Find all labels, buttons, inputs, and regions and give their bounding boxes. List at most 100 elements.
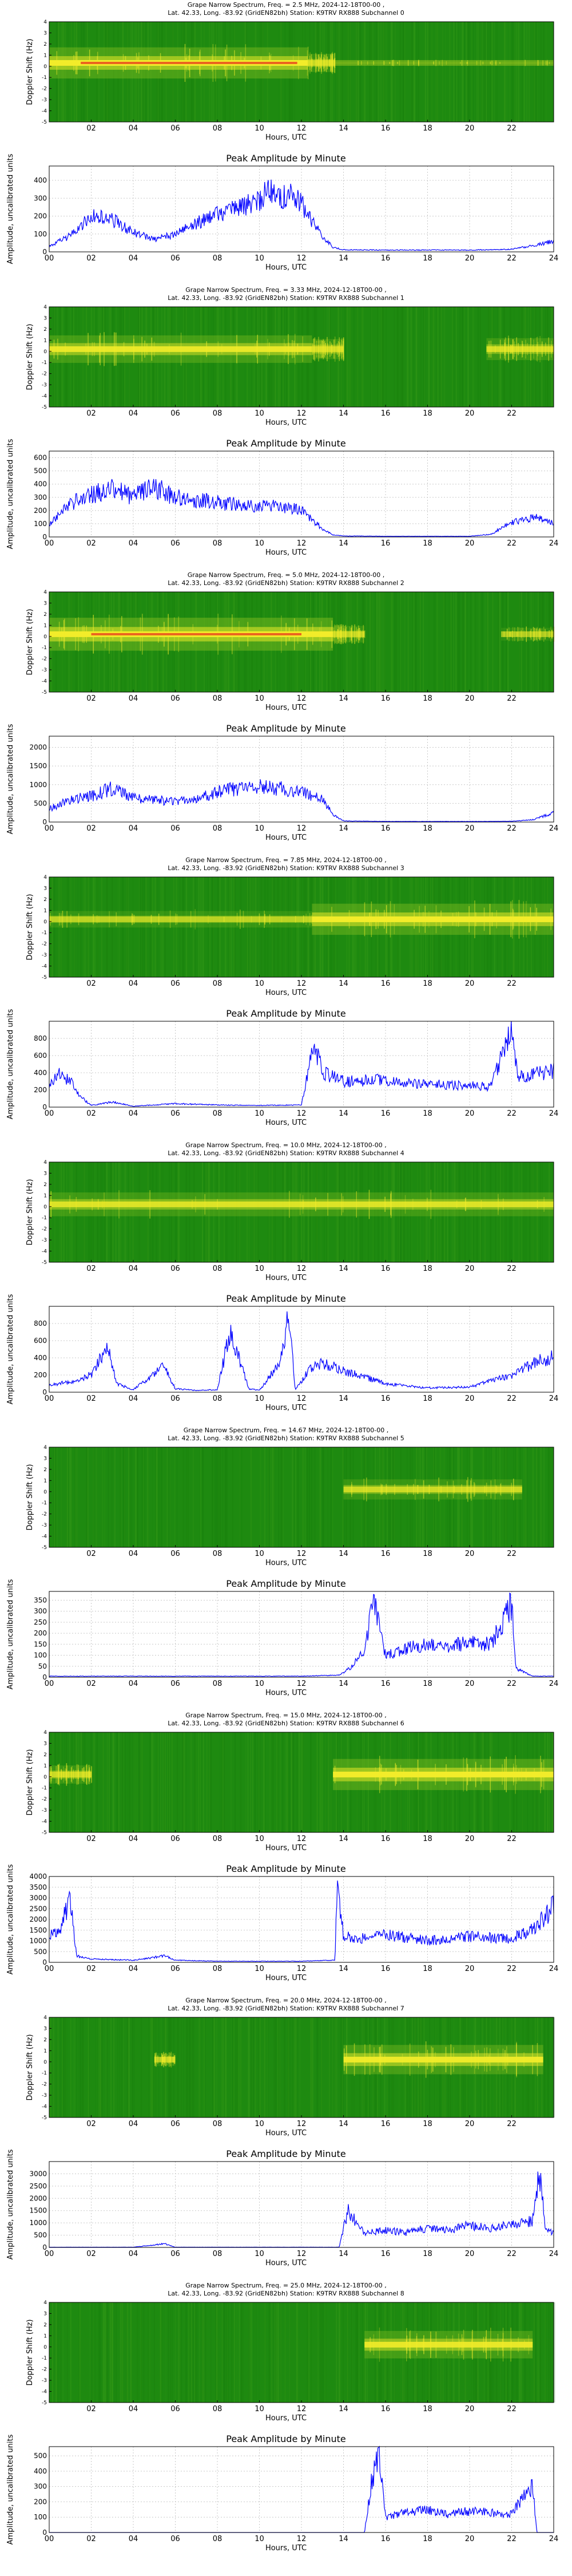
- spectrum-streak: [365, 2017, 367, 2117]
- spectrum-streak: [67, 307, 68, 407]
- spectrum-streak: [218, 1447, 220, 1547]
- spectrum-xtick-label: 04: [129, 1265, 138, 1273]
- spectrum-xtick-label: 22: [507, 1550, 517, 1558]
- spectrum-band-spike: [453, 2047, 454, 2072]
- spectrum-band-spike: [374, 2047, 375, 2072]
- spectrum-ytick-label: 2: [43, 612, 47, 618]
- amplitude-ylabel: Amplitude, uncalibrated units: [6, 2434, 15, 2545]
- spectrum-streak: [519, 2302, 521, 2403]
- spectrum-streak: [534, 2302, 535, 2403]
- spectrum-streak: [437, 1162, 439, 1262]
- spectrum-band-spike: [423, 2335, 424, 2354]
- spectrum-streak: [539, 2302, 541, 2403]
- spectrum-streak: [523, 22, 525, 122]
- spectrum-band-spike: [59, 913, 60, 926]
- amplitude-xtick-label: 24: [549, 1109, 559, 1118]
- spectrum-ytick-label: -2: [42, 1797, 47, 1803]
- spectrum-streak: [139, 1162, 141, 1262]
- spectrum-band-spike: [158, 914, 160, 925]
- spectrum-streak: [482, 1732, 484, 1832]
- spectrum-streak: [541, 1447, 543, 1547]
- spectrum-background: [49, 1732, 554, 1832]
- spectrum-streak: [315, 22, 316, 122]
- spectrum-band-spike: [502, 2328, 504, 2362]
- spectrum-streak: [273, 877, 275, 977]
- amplitude-ylabel: Amplitude, uncalibrated units: [6, 153, 15, 264]
- spectrum-streak: [207, 877, 209, 977]
- spectrum-band-spike: [543, 1760, 545, 1789]
- spectrum-streak: [462, 1162, 463, 1262]
- spectrum-streak: [368, 2017, 370, 2117]
- spectrum-streak: [391, 1162, 393, 1262]
- spectrum-streak: [387, 2302, 388, 2403]
- spectrum-streak: [71, 1162, 73, 1262]
- spectrum-streak: [399, 877, 401, 977]
- spectrum-band-spike: [510, 2328, 511, 2362]
- spectrum-band-spike: [255, 344, 256, 354]
- amplitude-xtick-label: 20: [465, 1109, 475, 1118]
- spectrum-streak: [152, 307, 153, 407]
- amplitude-xtick-label: 12: [297, 824, 307, 833]
- spectrum-streak: [429, 2017, 430, 2117]
- spectrum-streak: [112, 307, 114, 407]
- spectrum-streak: [388, 877, 390, 977]
- spectrum-streak: [525, 307, 527, 407]
- amplitude-xtick-label: 02: [86, 539, 96, 548]
- spectrum-band-spike: [169, 344, 170, 354]
- spectrum-band-spike: [496, 910, 497, 929]
- spectrum-streak: [400, 592, 401, 692]
- spectrum-streak: [264, 877, 266, 977]
- spectrum-band-spike: [104, 332, 105, 366]
- amplitude-xtick-label: 02: [86, 1680, 96, 1688]
- spectrum-streak: [387, 1447, 388, 1547]
- spectrum-band-spike: [461, 2334, 463, 2356]
- spectrum-streak: [323, 22, 325, 122]
- spectrum-band-spike: [391, 1192, 392, 1216]
- spectrum-ytick-label: 3: [43, 600, 47, 606]
- spectrum-streak: [212, 1447, 213, 1547]
- spectrum-streak: [472, 877, 474, 977]
- spectrum-streak: [268, 1447, 269, 1547]
- spectrum-band-spike: [353, 2043, 355, 2076]
- spectrum-streak: [70, 2302, 72, 2403]
- spectrum-band-spike: [56, 51, 58, 75]
- spectrum-ytick-label: -1: [42, 1500, 47, 1506]
- spectrum-streak: [517, 1447, 518, 1547]
- spectrum-band-spike: [490, 61, 491, 65]
- spectrum-streak: [182, 22, 184, 122]
- spectrum-band-spike: [357, 61, 359, 65]
- spectrum-streak: [317, 2302, 319, 2403]
- spectrum-streak: [381, 1162, 383, 1262]
- spectrum-streak: [544, 1447, 545, 1547]
- spectrum-band-spike: [516, 337, 517, 361]
- spectrum-band-spike: [475, 912, 476, 927]
- spectrum-streak: [505, 1447, 506, 1547]
- spectrum-streak: [128, 1447, 129, 1547]
- spectrum-streak: [543, 1732, 546, 1832]
- spectrum-streak: [424, 1162, 426, 1262]
- spectrum-streak: [415, 2302, 417, 2403]
- spectrum-ytick-label: -5: [42, 975, 47, 981]
- spectrum-streak: [140, 2017, 142, 2117]
- spectrum-streak: [393, 1447, 395, 1547]
- amplitude-xtick-label: 22: [507, 1680, 517, 1688]
- spectrum-band-spike: [334, 58, 336, 68]
- spectrum-streak: [155, 1162, 157, 1262]
- spectrum-streak: [126, 2302, 128, 2403]
- spectrum-band-spike: [256, 341, 257, 358]
- spectrum-streak: [66, 2302, 68, 2403]
- spectrum-ytick-label: -2: [42, 942, 47, 947]
- spectrum-streak: [386, 1162, 388, 1262]
- spectrum-streak: [160, 2302, 161, 2403]
- spectrum-band-spike: [82, 626, 83, 643]
- spectrum-streak: [426, 1162, 427, 1262]
- spectrum-band-spike: [367, 61, 368, 65]
- spectrum-streak: [349, 1447, 351, 1547]
- spectrum-ytick-label: -3: [42, 1523, 47, 1528]
- amplitude-xtick-label: 18: [423, 539, 432, 548]
- spectrum-streak: [331, 1447, 333, 1547]
- spectrum-streak: [404, 2302, 405, 2403]
- spectrum-xtick-label: 02: [86, 694, 96, 703]
- spectrum-band-spike: [311, 57, 312, 69]
- spectrum-streak: [490, 877, 492, 977]
